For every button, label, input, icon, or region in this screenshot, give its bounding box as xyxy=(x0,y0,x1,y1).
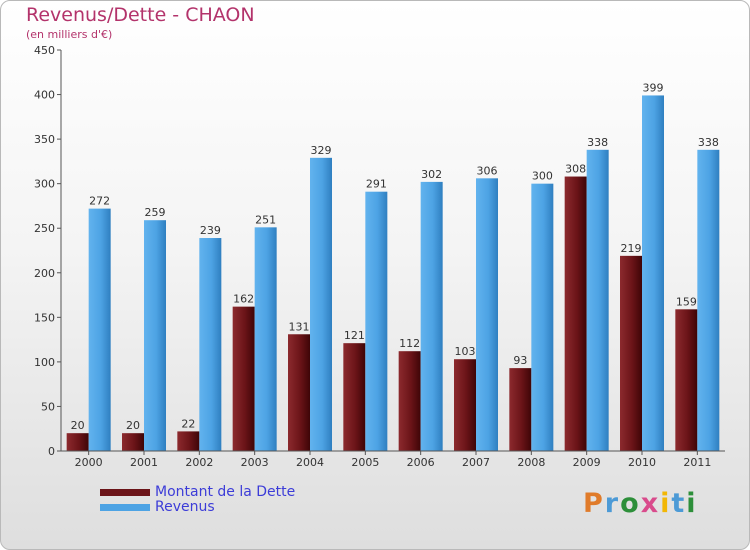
legend-swatch-revenus xyxy=(100,504,150,511)
y-tick-label: 100 xyxy=(34,356,55,369)
data-label-revenus: 399 xyxy=(643,81,664,94)
x-tick-label: 2003 xyxy=(241,456,269,469)
x-tick-label: 2006 xyxy=(407,456,435,469)
y-tick-label: 400 xyxy=(34,89,55,102)
chart-subtitle: (en milliers d'€) xyxy=(26,28,113,41)
chart-title: Revenus/Dette - CHAON xyxy=(26,4,255,26)
bar-revenus xyxy=(254,227,277,451)
x-tick-label: 2011 xyxy=(683,456,711,469)
logo-letter: t xyxy=(671,488,687,519)
x-tick-label: 2007 xyxy=(462,456,490,469)
legend-swatch-debt xyxy=(100,489,150,496)
logo-letter: r xyxy=(604,488,621,519)
x-tick-label: 2001 xyxy=(130,456,158,469)
bar-revenus xyxy=(420,181,443,451)
data-label-revenus: 259 xyxy=(145,206,166,219)
bar-revenus xyxy=(144,220,166,451)
legend-label-revenus: Revenus xyxy=(155,499,215,515)
bar-debt xyxy=(454,359,476,451)
bar-debt xyxy=(343,343,366,451)
bar-revenus xyxy=(476,178,498,451)
x-tick-label: 2005 xyxy=(351,456,379,469)
bar-revenus xyxy=(88,208,111,451)
logo-letter: x xyxy=(640,488,661,519)
data-label-revenus: 302 xyxy=(421,168,442,181)
data-label-revenus: 300 xyxy=(532,170,553,183)
data-label-debt: 308 xyxy=(565,163,586,176)
y-tick-label: 350 xyxy=(34,133,55,146)
data-label-debt: 131 xyxy=(289,320,310,333)
bar-debt xyxy=(509,368,532,451)
bar-debt xyxy=(66,433,89,451)
bar-debt xyxy=(122,433,144,451)
x-tick-label: 2000 xyxy=(75,456,103,469)
data-label-revenus: 251 xyxy=(255,213,276,226)
bar-revenus xyxy=(365,191,388,452)
data-label-revenus: 329 xyxy=(311,144,332,157)
legend-label-debt: Montant de la Dette xyxy=(155,484,296,500)
bar-debt xyxy=(232,306,255,451)
y-tick-label: 0 xyxy=(48,445,55,458)
bar-debt xyxy=(620,255,642,451)
data-label-debt: 159 xyxy=(676,295,697,308)
bar-debt xyxy=(564,176,587,451)
data-label-debt: 20 xyxy=(126,419,140,432)
proxiti-logo: Proxiti xyxy=(583,488,698,519)
y-tick-label: 200 xyxy=(34,267,55,280)
bar-debt xyxy=(288,334,310,451)
bar-revenus xyxy=(697,149,720,451)
y-tick-label: 300 xyxy=(34,178,55,191)
data-label-revenus: 272 xyxy=(89,195,110,208)
x-tick-label: 2009 xyxy=(573,456,601,469)
data-label-debt: 103 xyxy=(455,345,476,358)
data-label-revenus: 338 xyxy=(587,136,608,149)
data-label-debt: 112 xyxy=(399,337,420,350)
y-tick-label: 150 xyxy=(34,311,55,324)
bar-revenus xyxy=(586,149,609,451)
x-tick-label: 2008 xyxy=(517,456,545,469)
x-tick-label: 2002 xyxy=(185,456,213,469)
x-tick-label: 2010 xyxy=(628,456,656,469)
bar-debt xyxy=(177,431,200,451)
bar-debt xyxy=(675,309,698,451)
data-label-revenus: 291 xyxy=(366,178,387,191)
data-label-debt: 162 xyxy=(233,293,254,306)
data-label-revenus: 338 xyxy=(698,136,719,149)
logo-letter: i xyxy=(686,488,698,519)
logo-letter: i xyxy=(660,488,672,519)
bar-debt xyxy=(398,351,421,451)
y-tick-label: 250 xyxy=(34,222,55,235)
bar-revenus xyxy=(310,157,332,451)
bar-revenus xyxy=(199,238,222,451)
logo-letter: o xyxy=(620,488,641,519)
bar-revenus xyxy=(642,95,664,452)
data-label-debt: 121 xyxy=(344,329,365,342)
y-tick-label: 450 xyxy=(34,44,55,57)
data-label-debt: 22 xyxy=(181,417,195,430)
y-tick-label: 50 xyxy=(41,400,55,413)
data-label-debt: 20 xyxy=(71,419,85,432)
data-label-revenus: 239 xyxy=(200,224,221,237)
bar-revenus xyxy=(531,183,554,451)
data-label-revenus: 306 xyxy=(477,164,498,177)
logo-letter: P xyxy=(583,488,605,519)
data-label-debt: 93 xyxy=(513,354,527,367)
x-tick-label: 2004 xyxy=(296,456,324,469)
data-label-debt: 219 xyxy=(621,242,642,255)
